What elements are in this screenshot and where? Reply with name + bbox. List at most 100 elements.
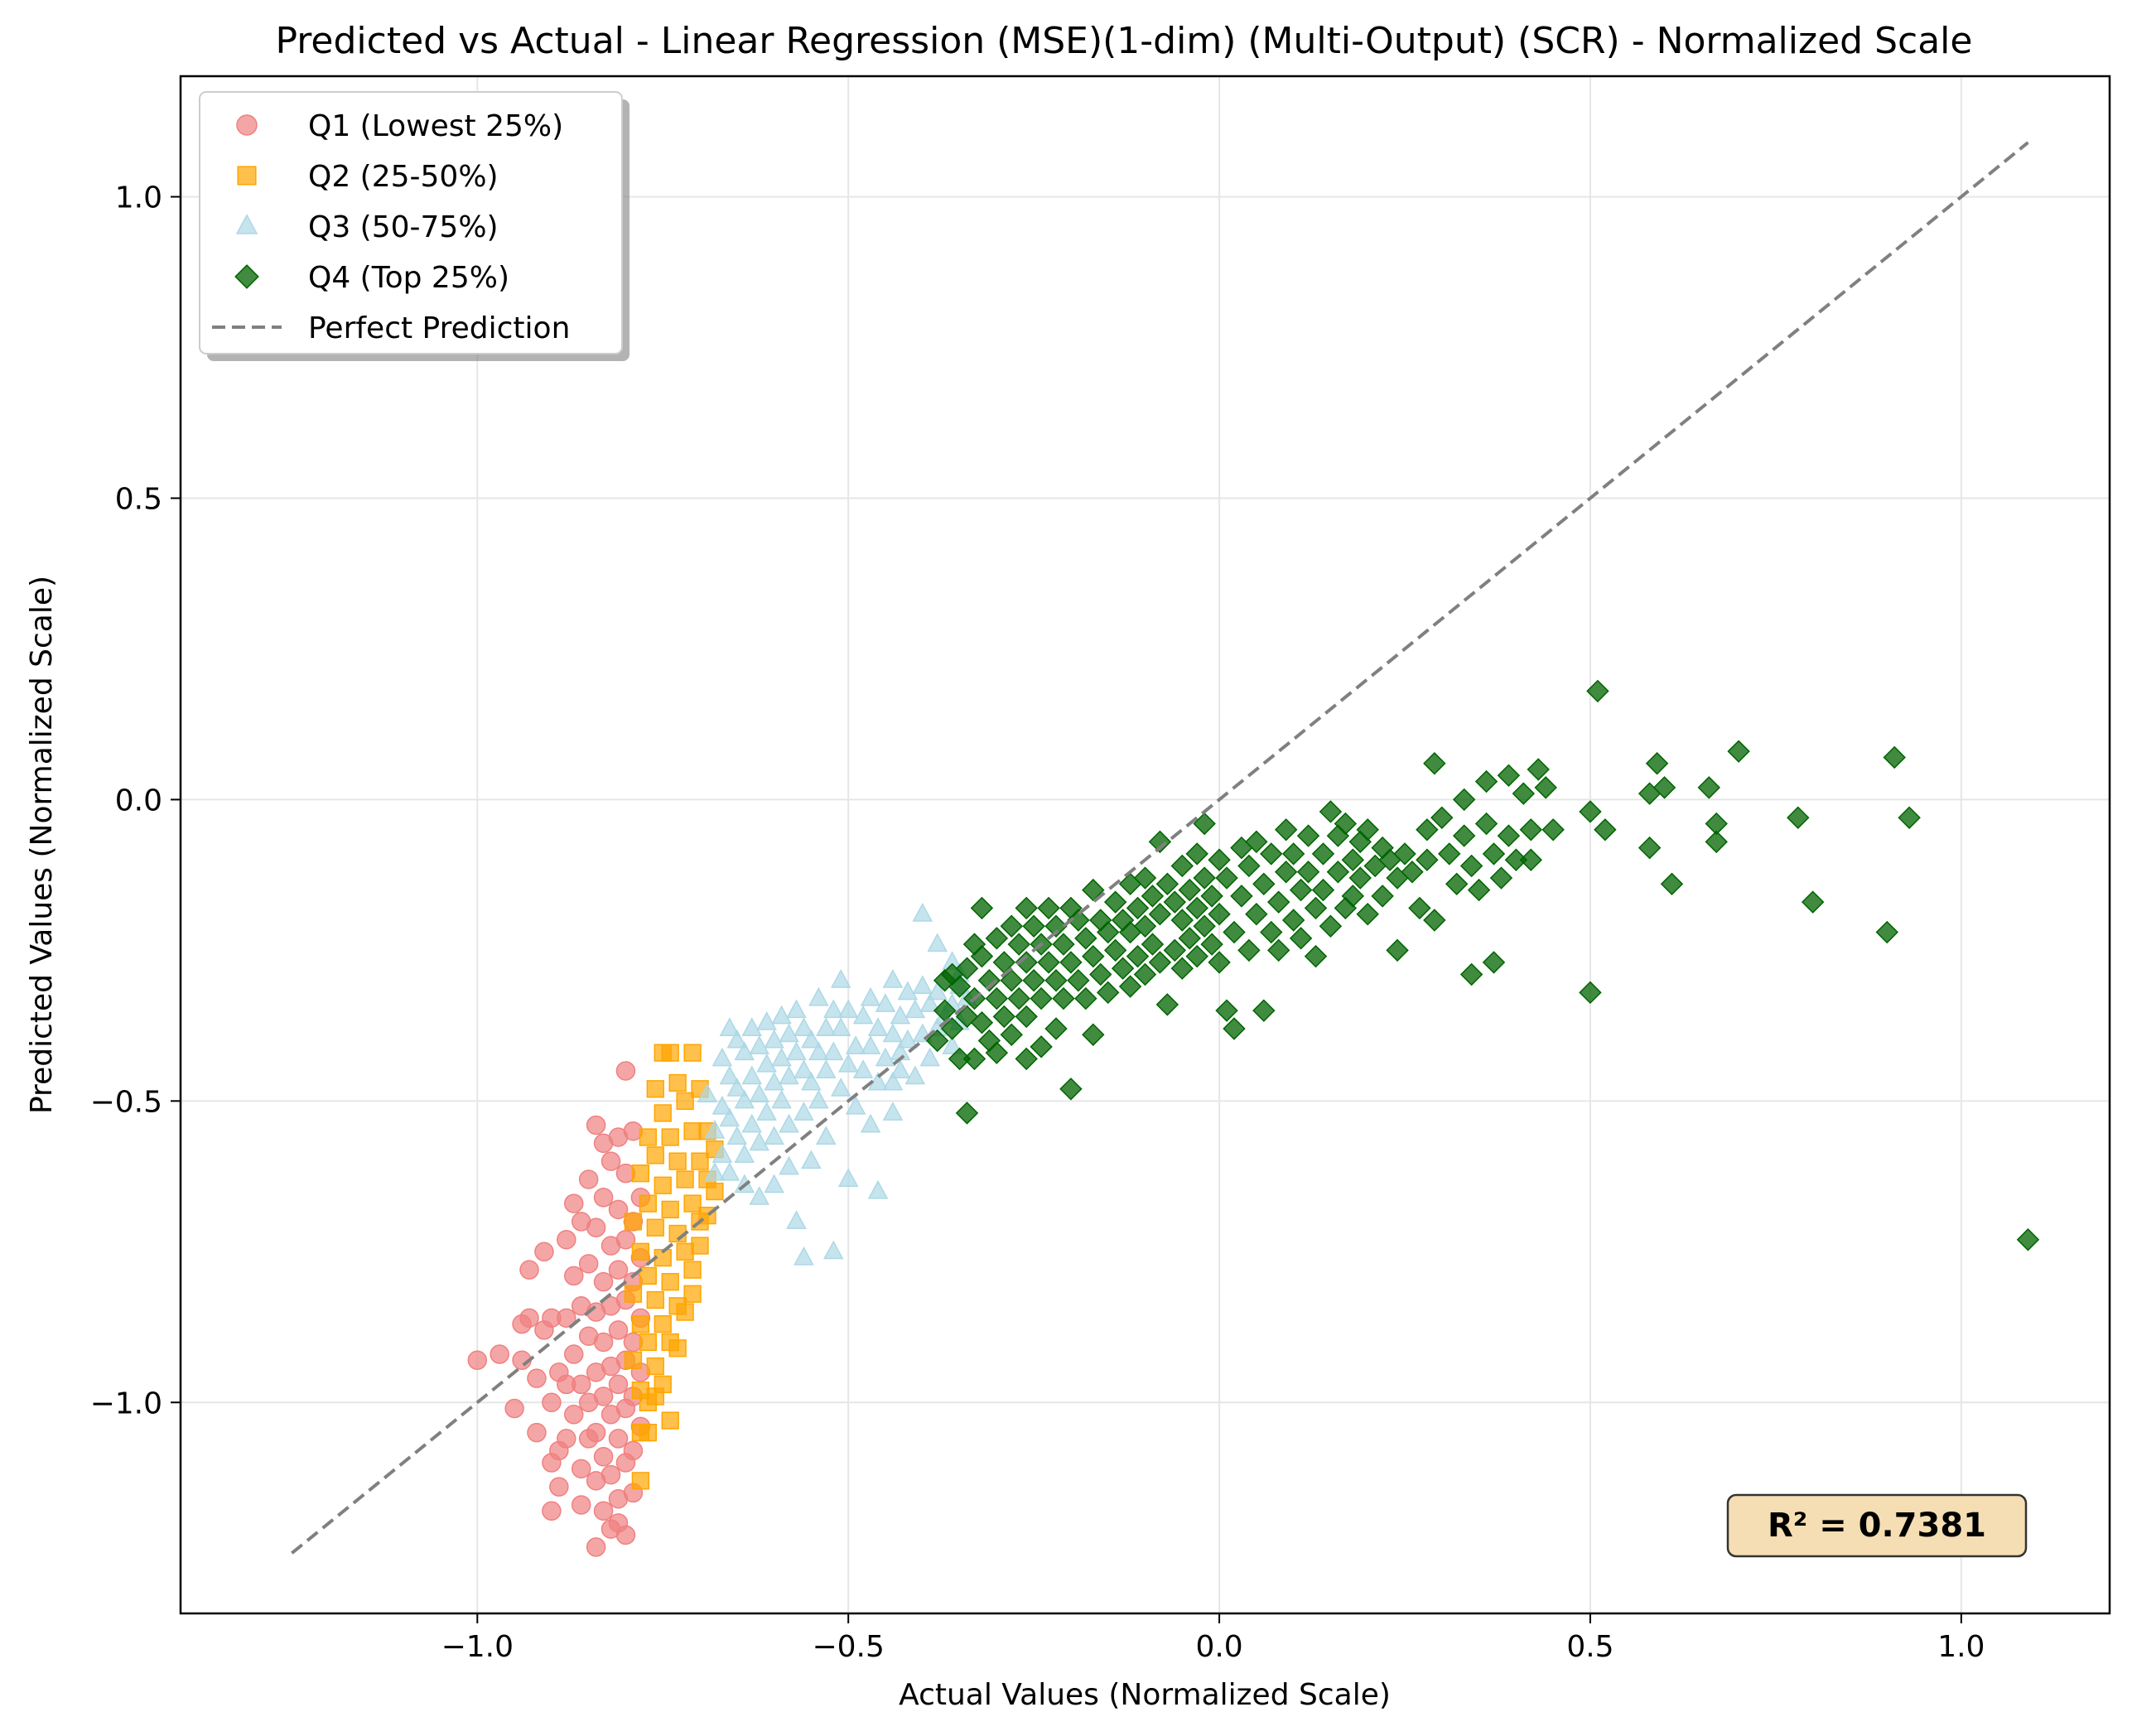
data-point bbox=[1089, 962, 1112, 986]
data-point bbox=[1296, 861, 1320, 884]
data-point bbox=[1052, 986, 1075, 1010]
data-point bbox=[1482, 842, 1506, 866]
data-point bbox=[1319, 914, 1343, 938]
data-point bbox=[845, 1095, 866, 1115]
data-point bbox=[542, 1501, 562, 1521]
data-point bbox=[867, 1017, 889, 1036]
data-point bbox=[771, 1089, 792, 1109]
data-point bbox=[1103, 890, 1127, 914]
data-point bbox=[830, 1017, 851, 1036]
y-axis-ticks: −1.0 −0.5 0.0 0.5 1.0 bbox=[90, 181, 181, 1420]
data-point bbox=[519, 1260, 539, 1280]
data-point bbox=[564, 1266, 584, 1286]
data-point bbox=[1103, 938, 1127, 962]
data-point bbox=[676, 1242, 694, 1261]
data-point bbox=[1126, 896, 1150, 920]
data-point bbox=[719, 1065, 740, 1085]
data-point bbox=[661, 1128, 679, 1146]
chart-title: Predicted vs Actual - Linear Regression … bbox=[276, 20, 1973, 62]
data-point bbox=[1052, 933, 1075, 956]
data-point bbox=[1097, 981, 1120, 1005]
data-point bbox=[1015, 1005, 1038, 1029]
y-axis-label: Predicted Values (Normalized Scale) bbox=[25, 576, 59, 1114]
y-tick-label: 0.5 bbox=[115, 482, 162, 516]
data-point bbox=[1645, 752, 1669, 775]
data-point bbox=[1497, 824, 1521, 847]
data-point bbox=[711, 1095, 733, 1115]
data-point bbox=[593, 1501, 614, 1521]
data-point bbox=[786, 1210, 807, 1229]
data-point bbox=[586, 1537, 606, 1557]
data-point bbox=[1044, 1017, 1068, 1040]
data-point bbox=[1898, 806, 1921, 829]
data-point bbox=[808, 986, 829, 1006]
data-point bbox=[1260, 920, 1283, 944]
data-point bbox=[925, 1029, 949, 1053]
data-point bbox=[1638, 836, 1662, 860]
data-point bbox=[1237, 938, 1261, 962]
data-point bbox=[1022, 969, 1045, 992]
data-point bbox=[571, 1374, 591, 1395]
data-point bbox=[1311, 878, 1335, 902]
data-point bbox=[1082, 1023, 1105, 1046]
data-point bbox=[646, 1080, 664, 1098]
data-point bbox=[882, 1102, 904, 1121]
data-point bbox=[1170, 909, 1194, 932]
data-point bbox=[557, 1429, 576, 1449]
data-point bbox=[970, 896, 994, 920]
data-point bbox=[1527, 758, 1550, 781]
data-point bbox=[1118, 975, 1142, 998]
data-point bbox=[1319, 800, 1343, 823]
data-point bbox=[860, 1035, 881, 1054]
data-point bbox=[615, 1525, 636, 1546]
data-point bbox=[1111, 957, 1135, 980]
data-point bbox=[1541, 818, 1565, 841]
legend-box bbox=[199, 91, 623, 354]
data-point bbox=[646, 1146, 664, 1165]
data-point bbox=[1334, 812, 1358, 836]
series-q4 bbox=[925, 679, 2040, 1251]
data-point bbox=[1341, 848, 1365, 871]
data-point bbox=[504, 1398, 524, 1419]
data-point bbox=[624, 1285, 643, 1303]
data-point bbox=[816, 1126, 837, 1145]
data-point bbox=[1245, 902, 1268, 926]
data-point bbox=[793, 1102, 814, 1121]
legend-entry: Q1 (Lowest 25%) bbox=[236, 109, 563, 143]
data-point bbox=[1267, 938, 1290, 962]
data-point bbox=[1155, 872, 1179, 896]
data-point bbox=[1015, 951, 1038, 974]
data-point bbox=[830, 969, 851, 988]
data-point bbox=[786, 999, 807, 1019]
data-point bbox=[490, 1344, 509, 1364]
plot-frame bbox=[179, 75, 2111, 1615]
x-tick-label: 0.5 bbox=[1566, 1630, 1613, 1664]
legend-swatch bbox=[234, 264, 259, 289]
data-point bbox=[631, 1314, 650, 1333]
data-point bbox=[639, 1423, 657, 1442]
data-point bbox=[1215, 866, 1238, 890]
data-point bbox=[890, 1005, 911, 1025]
data-point bbox=[683, 1122, 702, 1140]
data-point bbox=[1801, 890, 1825, 914]
data-point bbox=[1215, 999, 1238, 1022]
data-point bbox=[1787, 806, 1810, 829]
data-point bbox=[1423, 909, 1446, 932]
data-point bbox=[1141, 933, 1165, 956]
data-point bbox=[593, 1386, 614, 1406]
data-point bbox=[734, 1041, 755, 1061]
data-point bbox=[816, 1017, 837, 1036]
data-point bbox=[1193, 812, 1216, 836]
data-point bbox=[661, 1411, 679, 1430]
data-point bbox=[801, 1150, 822, 1169]
data-point bbox=[1030, 1035, 1053, 1058]
data-point bbox=[661, 1044, 679, 1062]
data-point bbox=[860, 986, 881, 1006]
data-point bbox=[1200, 885, 1223, 908]
data-point bbox=[1000, 914, 1023, 938]
data-point bbox=[1133, 914, 1157, 938]
data-point bbox=[1082, 878, 1105, 902]
r2-text: R² = 0.7381 bbox=[1768, 1507, 1986, 1545]
data-point bbox=[683, 1194, 702, 1213]
data-point bbox=[1185, 896, 1208, 920]
